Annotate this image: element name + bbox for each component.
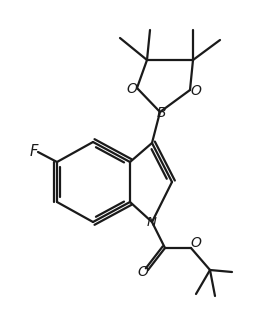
Text: O: O bbox=[126, 82, 137, 96]
Text: B: B bbox=[156, 106, 166, 120]
Text: O: O bbox=[190, 236, 201, 250]
Text: N: N bbox=[147, 216, 157, 229]
Text: O: O bbox=[190, 84, 201, 98]
Text: O: O bbox=[137, 265, 148, 279]
Text: F: F bbox=[30, 144, 38, 160]
